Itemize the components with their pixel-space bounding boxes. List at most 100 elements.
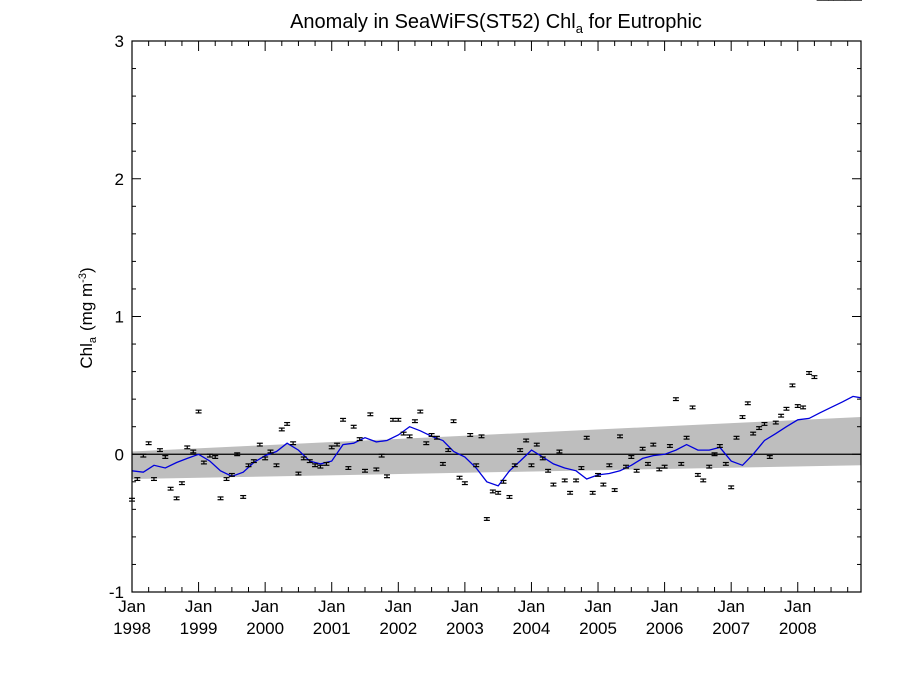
trend-confidence-band (132, 417, 861, 480)
y-axis-label-main: Chl (77, 343, 96, 369)
data-point (312, 463, 319, 468)
data-point (478, 434, 485, 439)
x-tick-label-month: Jan (518, 597, 545, 616)
data-point (250, 459, 257, 464)
data-point (217, 496, 224, 501)
data-point (190, 449, 197, 454)
y-tick-label: 3 (115, 32, 124, 51)
x-tick-label-month: Jan (318, 597, 345, 616)
data-point (706, 464, 713, 469)
data-point (206, 453, 213, 458)
data-point (517, 448, 524, 453)
data-point (317, 464, 324, 469)
data-point (362, 468, 369, 473)
data-point (694, 472, 701, 477)
x-tick-label-year: 2005 (579, 619, 617, 638)
x-tick-label-year: 2000 (246, 619, 284, 638)
data-point (167, 486, 174, 491)
data-point (433, 435, 440, 440)
y-axis-label: Chla (mg m-3) (77, 267, 99, 368)
x-tick-label-year: 2004 (513, 619, 551, 638)
data-point (323, 461, 330, 466)
data-point (789, 383, 796, 388)
x-tick-label-month: Jan (651, 597, 678, 616)
data-point (178, 481, 185, 486)
data-point (806, 371, 813, 375)
data-point (666, 444, 673, 448)
data-point (400, 431, 407, 436)
data-point (439, 461, 446, 466)
data-point (811, 375, 818, 380)
data-point (622, 464, 629, 469)
data-point (722, 461, 729, 466)
y-tick-label: 0 (115, 445, 124, 464)
data-point (650, 442, 657, 447)
x-tick-label-year: 2001 (313, 619, 351, 638)
x-tick-label-year: 2006 (646, 619, 684, 638)
plot-area: -1 0 1 2 3 Jan 1998 Jan 1999 Jan 2000 Jan 2001 Jan 200… (109, 0, 863, 638)
data-point (506, 494, 513, 499)
data-point (356, 437, 363, 442)
data-point (716, 444, 723, 448)
data-point (550, 482, 557, 487)
plot-frame (131, 40, 862, 593)
data-point (766, 455, 773, 459)
data-point (228, 472, 235, 477)
data-point (373, 467, 380, 472)
data-point (328, 445, 335, 450)
y-axis-label-subscript: a (87, 336, 99, 343)
data-point (756, 426, 763, 431)
data-point (616, 434, 623, 439)
x-tick-label-month: Jan (385, 597, 412, 616)
x-tick-label-year: 2003 (446, 619, 484, 638)
data-point (611, 488, 618, 493)
data-point (733, 435, 740, 440)
data-point (473, 463, 480, 468)
data-point (262, 456, 269, 461)
data-point (606, 463, 613, 468)
data-point (350, 424, 357, 429)
data-point (300, 456, 307, 461)
data-point (223, 477, 230, 482)
data-point (156, 448, 163, 453)
data-point (334, 442, 341, 447)
data-point (567, 490, 574, 495)
y-tick-label: 1 (115, 308, 124, 327)
x-tick-label-month: Jan (185, 597, 212, 616)
data-point (772, 420, 779, 425)
x-tick-label-year: 2008 (779, 619, 817, 638)
data-point (417, 409, 424, 414)
data-point (256, 442, 263, 447)
data-point (184, 445, 191, 450)
data-point (523, 438, 530, 443)
data-point (583, 435, 590, 440)
data-point (406, 434, 413, 439)
data-point (556, 449, 563, 454)
data-point (134, 477, 141, 482)
data-point (511, 463, 518, 468)
x-tick-label-month: Jan (251, 597, 278, 616)
data-point (395, 417, 402, 422)
chart-title-main: Anomaly in SeaWiFS(ST52) Chl (290, 11, 576, 33)
data-point (683, 435, 690, 440)
data-point (245, 463, 252, 468)
data-point (700, 478, 707, 483)
data-point (162, 455, 169, 459)
data-point (150, 477, 157, 482)
y-tick-label: 2 (115, 170, 124, 189)
x-tick-label-month: Jan (584, 597, 611, 616)
x-tick-label-month: Jan (717, 597, 744, 616)
data-point (212, 455, 219, 459)
data-point (533, 442, 540, 447)
data-point (267, 449, 274, 454)
data-point (561, 478, 568, 483)
data-point (794, 404, 801, 409)
data-point (461, 481, 468, 486)
data-point (589, 490, 596, 495)
data-point (661, 464, 668, 469)
data-point (578, 466, 585, 471)
data-point (500, 479, 507, 484)
data-point (672, 397, 679, 402)
x-tick-label-month: Jan (451, 597, 478, 616)
